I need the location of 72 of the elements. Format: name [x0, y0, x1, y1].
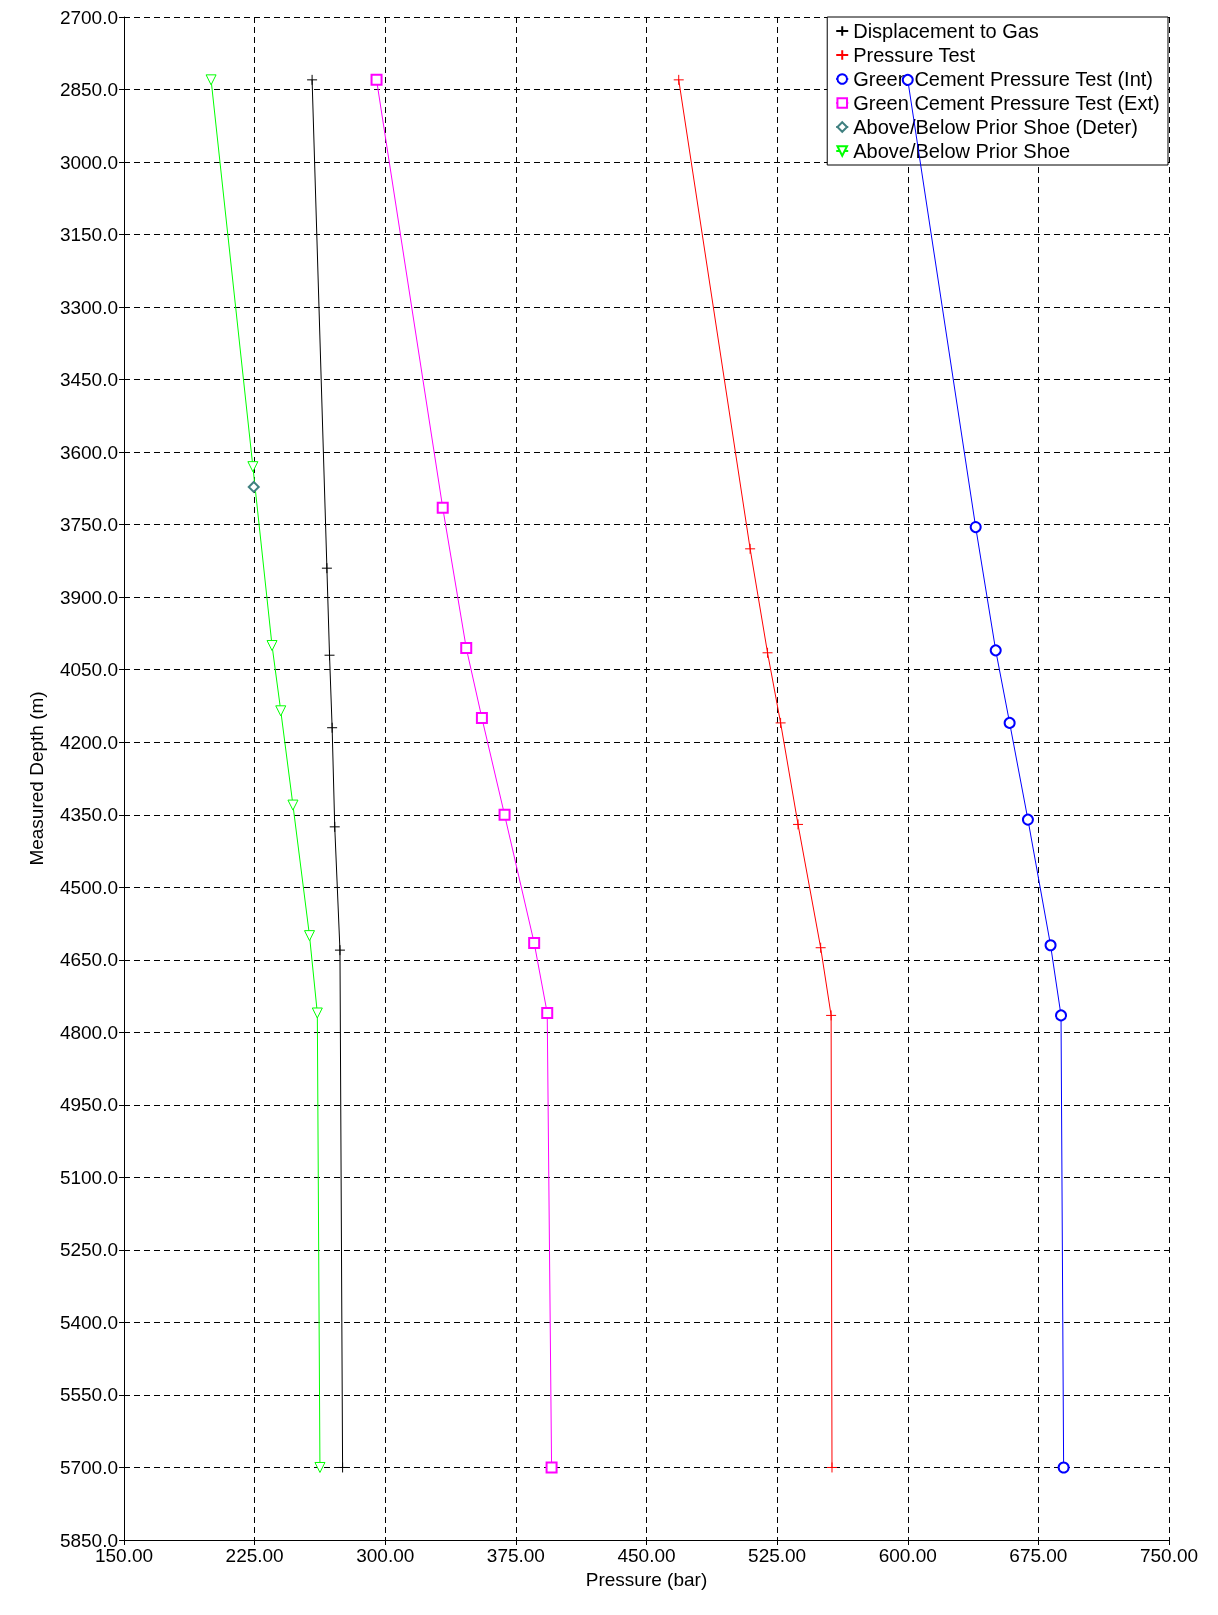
point	[1003, 716, 1016, 729]
point	[321, 562, 333, 574]
point	[673, 74, 685, 86]
y-tick-label: 5100.0	[59, 1166, 118, 1188]
y-tick-label: 5400.0	[59, 1311, 118, 1333]
x-tick-label: 225.00	[225, 1545, 284, 1566]
y-tick-label: 3450.0	[59, 369, 118, 391]
point	[744, 543, 756, 555]
point	[266, 640, 278, 652]
point	[275, 705, 287, 717]
point	[545, 1461, 558, 1474]
point	[989, 644, 1002, 657]
y-tick-label: 4350.0	[59, 804, 118, 826]
point	[311, 1007, 323, 1019]
y-tick-label: 3750.0	[59, 514, 118, 536]
point	[334, 944, 346, 956]
y-tick-label: 3150.0	[59, 224, 118, 246]
y-tick-label: 5700.0	[59, 1456, 118, 1478]
point	[1057, 1461, 1070, 1474]
y-tick-label: 3000.0	[59, 151, 118, 173]
point	[314, 1461, 326, 1473]
y-tick-label: 4800.0	[59, 1021, 118, 1043]
x-tick-label: 300.00	[356, 1545, 415, 1566]
y-tick-label: 3600.0	[59, 441, 118, 463]
y-tick-label: 5250.0	[59, 1239, 118, 1261]
legend-label: Displacement to Gas	[853, 20, 1039, 42]
point	[792, 818, 804, 830]
y-tick-label: 3300.0	[59, 296, 118, 318]
y-tick-label: 4950.0	[59, 1094, 118, 1116]
point	[436, 501, 449, 514]
point	[205, 74, 217, 86]
point	[528, 936, 541, 949]
y-axis-title: Measured Depth (m)	[26, 691, 47, 866]
legend-label: Pressure Test	[853, 44, 976, 66]
y-tick-label: 4050.0	[59, 659, 118, 681]
point	[825, 1009, 837, 1021]
point	[326, 722, 338, 734]
x-axis-title: Pressure (bar)	[585, 1568, 708, 1590]
x-tick-label: 750.00	[1139, 1545, 1199, 1566]
point	[303, 930, 315, 942]
y-tick-label: 2700.0	[59, 6, 118, 28]
point	[247, 480, 260, 493]
point	[324, 649, 336, 661]
x-tick-label: 600.00	[878, 1545, 937, 1566]
x-tick-label: 375.00	[486, 1545, 545, 1566]
point	[370, 73, 383, 86]
y-tick-label: 4200.0	[59, 731, 118, 753]
point	[460, 641, 473, 654]
x-tick-label: 525.00	[748, 1545, 807, 1566]
x-tick-label: 675.00	[1009, 1545, 1068, 1566]
point	[815, 942, 827, 954]
point	[1044, 939, 1057, 952]
point	[969, 521, 982, 534]
legend-label: Green Cement Pressure Test (Ext)	[853, 92, 1160, 114]
y-tick-label: 3900.0	[59, 586, 118, 608]
point	[287, 799, 299, 811]
y-tick-label: 5550.0	[59, 1384, 118, 1406]
y-tick-label: 4500.0	[59, 876, 118, 898]
point	[247, 461, 259, 473]
point	[329, 821, 341, 833]
point	[306, 74, 318, 86]
point	[762, 647, 774, 659]
y-tick-label: 2850.0	[59, 79, 118, 101]
y-tick-label: 4650.0	[59, 949, 118, 971]
point	[541, 1006, 554, 1019]
x-tick-label: 450.00	[617, 1545, 676, 1566]
point	[826, 1461, 838, 1473]
point	[1055, 1009, 1068, 1022]
point	[498, 808, 511, 821]
point	[475, 712, 488, 725]
point	[1021, 813, 1034, 826]
point	[775, 717, 787, 729]
